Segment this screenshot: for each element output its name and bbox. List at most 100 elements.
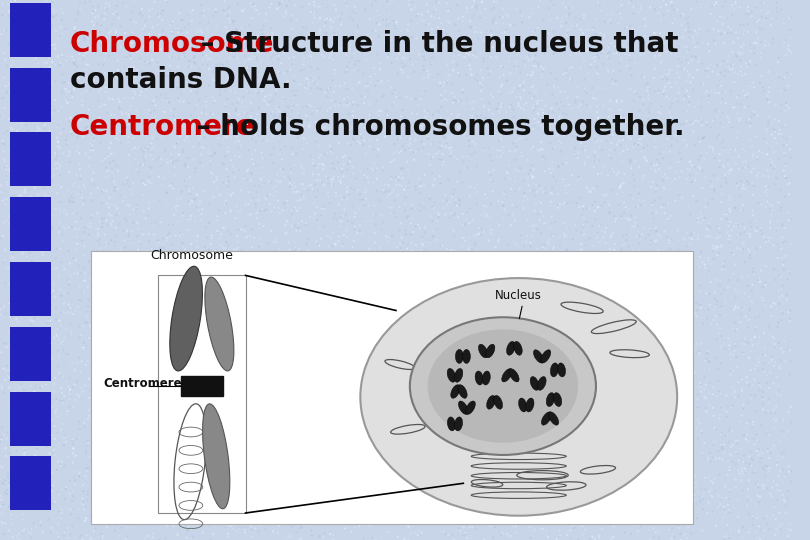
Point <box>62 529 75 537</box>
Point <box>753 329 766 338</box>
Point <box>177 97 190 105</box>
Point <box>602 515 615 524</box>
Point <box>220 444 232 453</box>
Point <box>669 188 682 197</box>
Point <box>714 281 727 289</box>
Point <box>671 74 684 83</box>
Point <box>392 413 405 421</box>
Point <box>633 239 646 247</box>
Point <box>277 96 290 105</box>
Point <box>318 367 331 375</box>
Point <box>576 245 589 254</box>
Point <box>405 201 418 210</box>
Point <box>722 334 735 342</box>
Point <box>536 35 549 44</box>
Point <box>266 345 279 354</box>
Point <box>31 36 44 44</box>
Point <box>139 180 152 189</box>
Point <box>466 246 479 254</box>
Point <box>728 347 741 355</box>
Point <box>300 257 313 266</box>
Point <box>343 58 356 66</box>
Point <box>185 505 198 514</box>
Point <box>330 111 343 120</box>
Point <box>377 218 390 227</box>
Point <box>390 213 403 221</box>
Point <box>639 32 652 40</box>
Point <box>492 506 505 515</box>
Point <box>463 47 475 56</box>
Point <box>475 450 488 458</box>
Point <box>288 131 301 139</box>
Point <box>392 460 405 469</box>
Point <box>495 404 508 413</box>
Point <box>589 483 602 492</box>
Point <box>53 171 66 180</box>
Point <box>404 33 417 42</box>
Point <box>458 52 471 61</box>
Point <box>261 123 274 132</box>
Point <box>683 239 696 248</box>
Point <box>31 346 44 354</box>
Point <box>763 84 776 92</box>
Point <box>151 34 164 43</box>
Point <box>245 532 258 540</box>
Point <box>265 287 278 295</box>
Point <box>469 512 482 521</box>
Point <box>202 284 215 293</box>
Point <box>773 386 786 395</box>
Point <box>519 36 532 44</box>
Point <box>480 429 493 438</box>
Point <box>142 177 155 185</box>
Point <box>504 69 517 77</box>
Point <box>369 374 382 382</box>
Point <box>45 487 58 495</box>
Point <box>691 45 704 53</box>
Point <box>262 100 275 109</box>
Point <box>186 119 199 128</box>
Point <box>572 403 585 411</box>
Point <box>336 277 349 286</box>
Point <box>654 451 667 460</box>
Point <box>228 438 241 447</box>
Point <box>569 258 582 267</box>
Point <box>155 161 168 170</box>
Point <box>738 464 751 472</box>
Point <box>28 6 40 15</box>
Point <box>380 440 393 449</box>
Point <box>393 254 406 263</box>
Point <box>250 488 263 497</box>
Point <box>29 168 42 177</box>
Point <box>514 69 526 77</box>
Point <box>782 345 795 354</box>
Point <box>590 423 603 431</box>
Point <box>498 174 511 183</box>
Point <box>594 453 607 462</box>
Point <box>92 475 105 484</box>
Point <box>764 233 777 242</box>
Point <box>211 398 224 407</box>
Point <box>616 231 629 240</box>
Point <box>83 334 96 343</box>
Point <box>594 301 607 309</box>
Point <box>22 428 35 437</box>
Point <box>717 13 730 22</box>
Point <box>247 82 260 90</box>
Point <box>710 354 723 362</box>
Point <box>736 145 749 154</box>
Point <box>752 303 765 312</box>
Point <box>658 227 671 235</box>
Point <box>337 42 350 51</box>
Point <box>547 337 560 346</box>
Point <box>279 142 292 151</box>
Point <box>70 256 83 265</box>
Point <box>346 460 359 469</box>
Point <box>520 477 533 486</box>
Point <box>761 462 774 470</box>
Point <box>761 128 774 137</box>
Point <box>178 474 191 483</box>
Point <box>575 210 588 219</box>
Point <box>723 192 735 201</box>
Point <box>562 337 575 346</box>
Point <box>237 468 250 477</box>
